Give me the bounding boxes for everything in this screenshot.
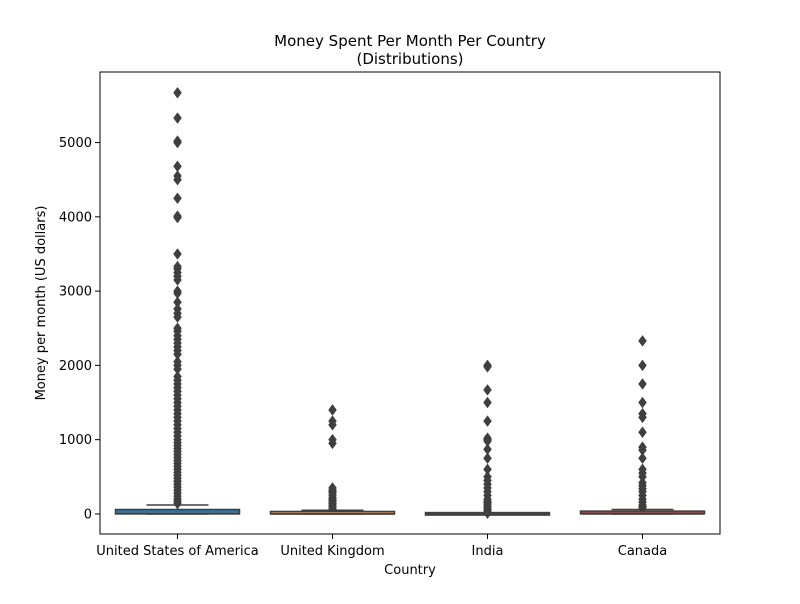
outlier-point (173, 173, 182, 186)
chart-title: Money Spent Per Month Per Country (274, 32, 546, 50)
outlier-point (483, 452, 492, 465)
x-tick-label: India (472, 544, 504, 559)
x-axis-label: Country (384, 563, 436, 578)
outlier-point (173, 192, 182, 205)
outlier-point (173, 112, 182, 124)
outlier-point (173, 160, 182, 173)
plot-frame (99, 71, 721, 535)
outlier-point (638, 335, 647, 347)
outlier-point (638, 452, 647, 465)
outlier-point (638, 411, 647, 424)
chart-subtitle: (Distributions) (356, 50, 463, 68)
y-tick-label: 0 (84, 507, 92, 522)
x-tick-label: Canada (618, 544, 667, 559)
outlier-point (483, 396, 492, 409)
plot-layer: 0 1000 2000 3000 4000 5000 United States of Am… (59, 86, 706, 559)
x-tick-label: United States of America (96, 544, 258, 559)
y-axis-label: Money per month (US dollars) (34, 206, 49, 401)
outlier-point (638, 378, 647, 390)
outlier-point (173, 248, 182, 260)
outlier-point (328, 437, 337, 450)
y-tick-label: 4000 (59, 210, 92, 225)
outlier-point (173, 86, 182, 99)
outlier-point (483, 361, 492, 373)
y-tick-label: 3000 (59, 285, 92, 300)
outlier-point (638, 426, 647, 439)
outlier-point (483, 384, 492, 396)
outlier-point (638, 359, 647, 372)
y-tick-label: 1000 (59, 433, 92, 448)
outlier-point (638, 396, 647, 409)
outlier-point (483, 415, 492, 427)
outlier-point (173, 211, 182, 224)
y-tick-label: 5000 (59, 136, 92, 151)
outlier-point (328, 418, 337, 431)
x-tick-label: United Kingdom (280, 544, 384, 559)
outlier-point (173, 136, 182, 149)
outlier-point (328, 404, 337, 416)
y-tick-label: 2000 (59, 359, 92, 374)
